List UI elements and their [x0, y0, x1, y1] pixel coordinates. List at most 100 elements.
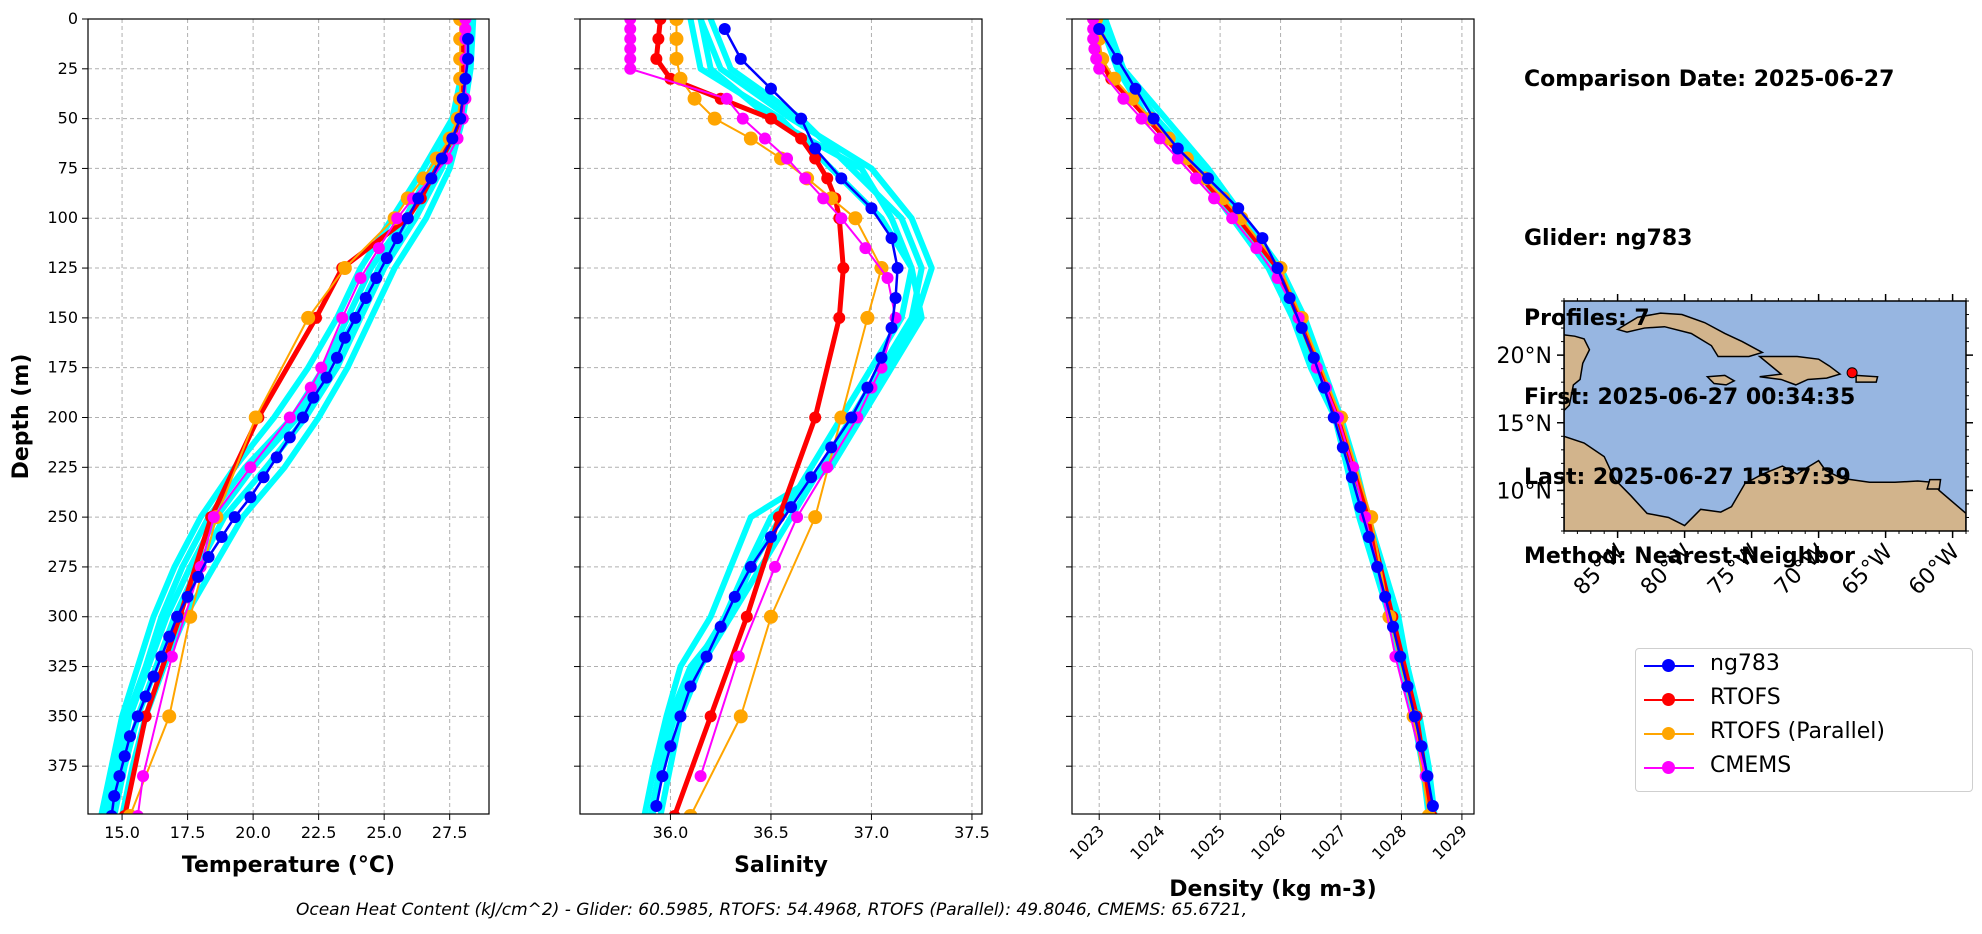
data-point [1421, 770, 1434, 783]
data-point [412, 192, 425, 205]
y-tick-label: 200 [47, 407, 78, 426]
data-point [859, 242, 872, 255]
profile-count: Profiles: 7 [1524, 305, 1650, 331]
data-point [155, 650, 168, 663]
data-point [624, 62, 637, 75]
series-line [110, 38, 470, 814]
yucatan-land [1564, 334, 1591, 412]
y-tick-label: 75 [58, 158, 78, 177]
data-point [1283, 291, 1296, 304]
data-point [799, 172, 812, 185]
data-point [1090, 52, 1103, 65]
data-point [720, 92, 733, 105]
data-point [1153, 132, 1166, 145]
cuba-land [1615, 312, 1765, 358]
data-point [1426, 800, 1439, 813]
data-point [733, 709, 748, 724]
data-point [1093, 62, 1106, 75]
legend-marker [1662, 693, 1675, 706]
data-point [656, 770, 669, 783]
data-point [763, 609, 778, 624]
x-tick-label: 1026 [1247, 821, 1289, 863]
data-point [1386, 620, 1399, 633]
data-point [1401, 680, 1414, 693]
x-tick-label: 1025 [1187, 821, 1229, 863]
data-point [885, 232, 898, 245]
data-point [654, 19, 667, 25]
data-point [1318, 381, 1331, 394]
data-point [805, 471, 818, 484]
data-point [674, 710, 687, 723]
data-point [337, 261, 352, 276]
data-point [683, 808, 698, 814]
legend-marker [1662, 727, 1675, 740]
data-point [244, 461, 257, 474]
data-point [835, 172, 848, 185]
plot-area [1087, 19, 1439, 814]
data-point [1087, 19, 1100, 25]
y-tick-label: 250 [47, 507, 78, 526]
data-point [795, 112, 808, 125]
data-point [848, 211, 863, 226]
data-point [1171, 142, 1184, 155]
legend-marker [1662, 659, 1675, 672]
data-point [162, 709, 177, 724]
data-point [1345, 471, 1358, 484]
data-point [139, 690, 152, 703]
x-tick-label: 37.5 [954, 823, 990, 842]
data-point [330, 351, 343, 364]
data-point [244, 491, 257, 504]
plot-area [624, 19, 935, 814]
data-point [809, 411, 822, 424]
data-point [714, 620, 727, 633]
ohc-text: Ocean Heat Content (kJ/cm^2) - Glider: 6… [296, 900, 1248, 920]
data-point [650, 52, 663, 65]
data-point [338, 331, 351, 344]
data-point [1379, 590, 1392, 603]
chart-panel-salinity: 36.0 36.5 37.0 37.5 Salinity [574, 18, 990, 878]
data-point [669, 19, 684, 26]
data-point [1415, 740, 1428, 753]
data-point [391, 232, 404, 245]
chart-panel-temperature-c: 0 25 50 75 100 125 150 175 200 225 250 275 300 325 350… [9, 9, 490, 878]
data-point [1408, 710, 1421, 723]
data-point [370, 272, 383, 285]
data-point [425, 172, 438, 185]
data-point [459, 72, 472, 85]
legend-item-cmems: CMEMS [1636, 751, 1972, 785]
data-point [459, 22, 472, 35]
x-axis-label: Density (kg m-3) [1169, 877, 1377, 902]
x-tick-label: 36.5 [753, 823, 789, 842]
data-point [1147, 112, 1160, 125]
x-tick-label: 1029 [1429, 821, 1471, 863]
series-line [1092, 19, 1427, 777]
data-point [1394, 650, 1407, 663]
data-point [795, 132, 808, 145]
jamaica-land [1705, 374, 1736, 386]
data-point [650, 800, 663, 813]
data-point [889, 291, 902, 304]
first-time: First: 2025-06-27 00:34:35 [1524, 385, 1856, 410]
data-point [307, 391, 320, 404]
glider-name: Glider: ng783 [1524, 226, 1693, 251]
data-point [1171, 152, 1184, 165]
x-axis-label: Temperature (°C) [182, 853, 395, 878]
x-tick-label: 17.5 [170, 823, 206, 842]
legend-label: RTOFS (Parallel) [1710, 719, 1885, 744]
map-lon-label: 60°W [1904, 539, 1965, 600]
data-point [835, 212, 848, 225]
data-point [401, 212, 414, 225]
y-tick-label: 325 [47, 657, 78, 676]
data-point [123, 730, 136, 743]
data-point [764, 112, 777, 125]
y-tick-label: 50 [58, 109, 78, 128]
data-point [624, 52, 637, 65]
info-spacer [1524, 147, 1894, 174]
data-point [791, 511, 804, 524]
data-point [817, 192, 830, 205]
x-tick-label: 1028 [1368, 821, 1410, 863]
data-point [391, 212, 404, 225]
legend-marker [1662, 761, 1675, 774]
data-point [1087, 32, 1100, 45]
data-point [257, 471, 270, 484]
